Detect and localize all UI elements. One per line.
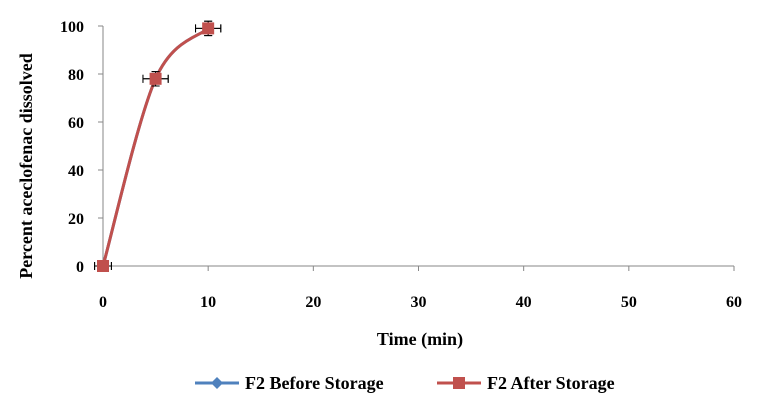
- x-axis-title: Time (min): [377, 329, 463, 350]
- x-tick-label: 10: [200, 294, 216, 311]
- x-tick-label: 30: [411, 294, 427, 311]
- x-tick-label: 50: [621, 294, 637, 311]
- x-tick-labels: 0 10 20 30 40 50 60: [99, 266, 742, 311]
- data-point-square: [202, 22, 215, 35]
- y-axis-title: Percent aceclofenac dissolved: [16, 53, 36, 279]
- legend-label: F2 After Storage: [487, 373, 615, 393]
- data-point-square: [97, 260, 109, 272]
- y-tick-labels: 0 20 40 60 80 100: [60, 19, 103, 276]
- series-line: [101, 27, 210, 267]
- x-tick-label: 60: [726, 294, 742, 311]
- x-tick-label: 40: [516, 294, 532, 311]
- plot-area: [94, 20, 222, 272]
- y-tick-label: 0: [76, 259, 84, 276]
- legend: F2 Before Storage F2 After Storage: [195, 373, 615, 393]
- data-point-square: [149, 72, 162, 85]
- legend-label: F2 Before Storage: [245, 373, 384, 393]
- x-tick-label: 20: [305, 294, 321, 311]
- y-tick-label: 80: [68, 67, 84, 84]
- axes: [102, 26, 734, 267]
- y-tick-label: 40: [68, 163, 84, 180]
- series-1: [94, 20, 222, 272]
- series-line: [101, 27, 210, 267]
- x-tick-label: 0: [99, 294, 107, 311]
- legend-marker-square: [453, 377, 465, 389]
- y-tick-label: 100: [60, 19, 84, 36]
- legend-item-2: F2 After Storage: [437, 373, 615, 393]
- legend-item-1: F2 Before Storage: [195, 373, 384, 393]
- y-tick-label: 20: [68, 211, 84, 228]
- y-tick-label: 60: [68, 115, 84, 132]
- legend-marker-diamond: [211, 377, 223, 389]
- series-2: [94, 20, 222, 272]
